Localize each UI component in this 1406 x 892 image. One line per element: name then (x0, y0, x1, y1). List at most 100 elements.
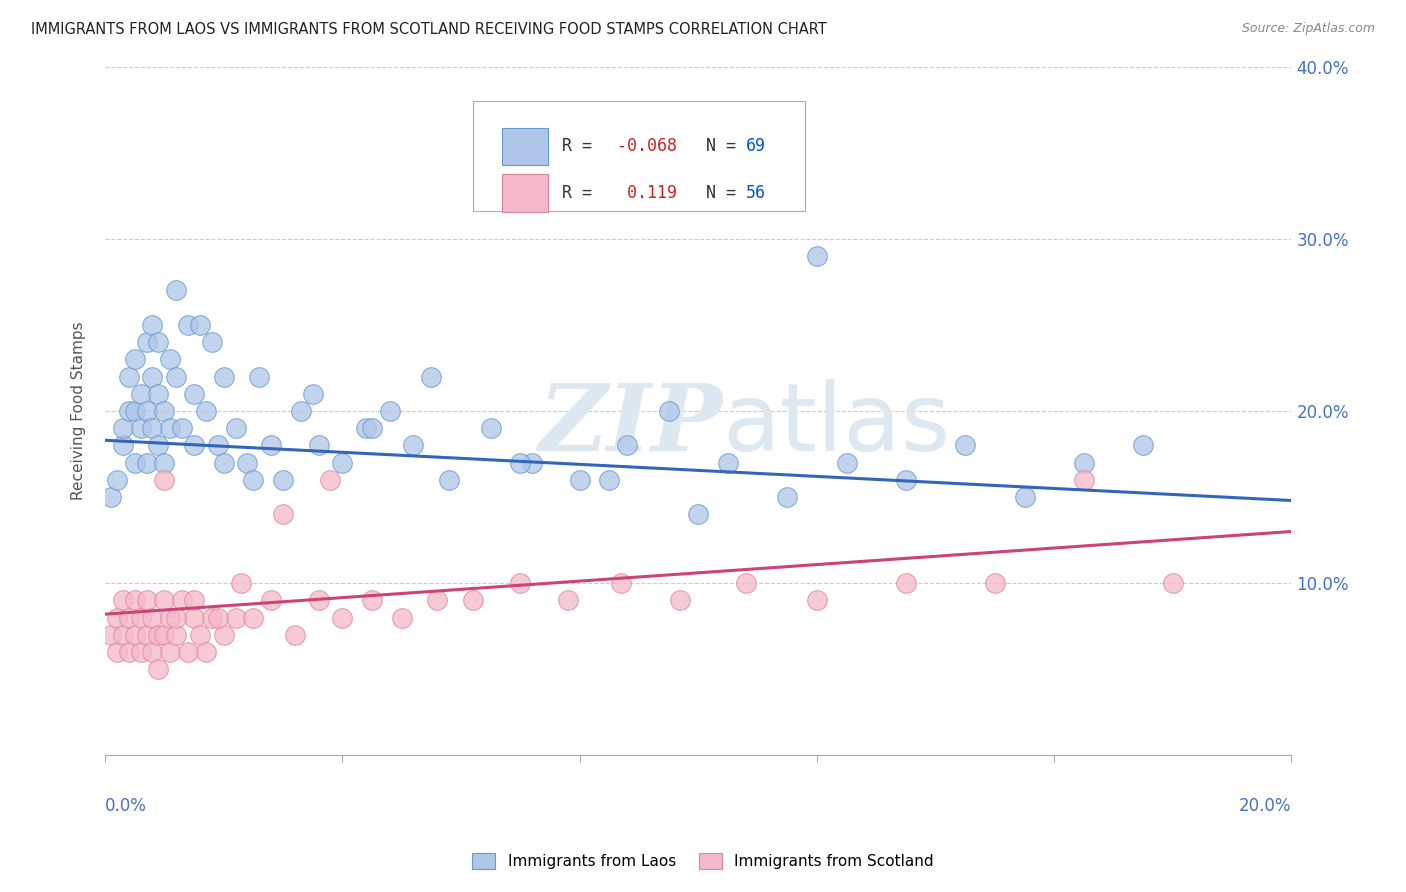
Point (135, 628, 157, 642)
Point (105, 473, 128, 487)
Point (153, 628, 176, 642)
Point (159, 352, 181, 367)
Point (159, 421, 181, 435)
Point (100, 628, 122, 642)
Point (118, 645, 141, 659)
Point (148, 438, 170, 452)
Point (148, 662, 170, 676)
Point (271, 473, 294, 487)
Point (231, 576, 253, 591)
Text: 56: 56 (745, 184, 766, 202)
Point (129, 421, 152, 435)
Point (165, 628, 187, 642)
Point (616, 438, 638, 452)
Point (361, 421, 384, 435)
Bar (502, 174, 547, 211)
Point (172, 421, 194, 435)
Point (135, 593, 157, 607)
Point (183, 610, 205, 624)
Point (308, 593, 330, 607)
Point (188, 628, 211, 642)
Point (953, 438, 976, 452)
Point (402, 438, 425, 452)
Point (100, 490, 122, 504)
Point (610, 576, 633, 591)
Point (148, 386, 170, 401)
Point (111, 421, 134, 435)
Point (301, 386, 323, 401)
Point (236, 456, 259, 470)
Point (172, 593, 194, 607)
Text: R =: R = (562, 184, 602, 202)
Point (148, 335, 170, 350)
Point (354, 421, 377, 435)
Point (242, 610, 264, 624)
Point (188, 318, 211, 332)
Point (141, 318, 163, 332)
Point (568, 473, 591, 487)
Point (129, 645, 152, 659)
Point (290, 404, 312, 418)
Point (165, 284, 187, 298)
Point (111, 438, 134, 452)
Point (806, 249, 828, 263)
Point (420, 369, 443, 384)
Point (135, 404, 157, 418)
Point (141, 610, 163, 624)
Point (159, 645, 181, 659)
Point (260, 438, 283, 452)
Point (111, 628, 134, 642)
Point (319, 473, 342, 487)
Point (207, 438, 229, 452)
Point (183, 593, 205, 607)
Point (391, 610, 413, 624)
Point (1132, 438, 1154, 452)
Point (224, 421, 246, 435)
Point (330, 456, 353, 470)
Point (194, 404, 217, 418)
Point (598, 473, 620, 487)
Point (177, 318, 200, 332)
Point (894, 576, 917, 591)
Point (129, 610, 152, 624)
Point (159, 610, 181, 624)
Point (669, 593, 692, 607)
Point (1073, 473, 1095, 487)
Point (153, 593, 176, 607)
Point (426, 593, 449, 607)
Text: -0.068: -0.068 (607, 137, 676, 155)
Point (105, 610, 128, 624)
Point (153, 473, 176, 487)
Point (437, 473, 460, 487)
Point (141, 645, 163, 659)
Point (461, 593, 484, 607)
Text: 20.0%: 20.0% (1239, 797, 1292, 814)
Point (284, 628, 307, 642)
Point (201, 335, 224, 350)
Point (688, 508, 710, 522)
Point (141, 369, 163, 384)
Point (111, 593, 134, 607)
Text: N =: N = (686, 184, 747, 202)
Point (124, 352, 146, 367)
Point (148, 628, 170, 642)
Text: N =: N = (686, 137, 747, 155)
Point (378, 404, 401, 418)
Point (509, 576, 531, 591)
Point (135, 456, 157, 470)
Point (165, 610, 187, 624)
Point (212, 628, 235, 642)
Point (271, 508, 294, 522)
Point (984, 576, 1007, 591)
Point (224, 610, 246, 624)
Point (183, 386, 205, 401)
Point (308, 438, 330, 452)
Point (129, 386, 152, 401)
Point (806, 593, 828, 607)
Point (194, 645, 217, 659)
Text: 69: 69 (745, 137, 766, 155)
Point (183, 438, 205, 452)
Point (247, 369, 270, 384)
Point (177, 645, 200, 659)
Point (479, 421, 502, 435)
